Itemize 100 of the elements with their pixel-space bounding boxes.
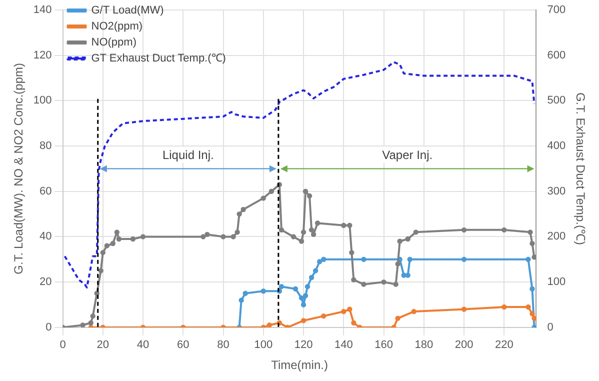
- point: [316, 259, 322, 264]
- x-tick-label: 120: [294, 339, 313, 352]
- point: [88, 320, 94, 326]
- point: [298, 295, 304, 301]
- point: [393, 282, 398, 287]
- point: [395, 316, 400, 321]
- point: [304, 284, 310, 290]
- point: [268, 188, 274, 194]
- x-axis-title: Time(min.): [271, 358, 328, 372]
- point: [278, 227, 284, 233]
- point: [347, 306, 352, 312]
- point: [308, 274, 314, 280]
- point: [361, 282, 366, 287]
- point: [80, 322, 86, 328]
- point: [405, 236, 410, 242]
- point: [260, 196, 266, 201]
- x-tick-label: 140: [334, 339, 353, 352]
- x-tick-label: 220: [494, 339, 514, 352]
- y-tick-label: 120: [33, 49, 52, 62]
- point: [204, 232, 210, 238]
- point: [94, 290, 100, 296]
- point: [530, 286, 535, 292]
- y2-tick-label: 200: [547, 230, 566, 243]
- point: [395, 261, 400, 267]
- point: [347, 222, 352, 228]
- annotation: Vaper Inj.: [382, 148, 433, 162]
- point: [140, 234, 146, 240]
- point: [461, 256, 467, 262]
- point: [98, 268, 104, 274]
- y2-tick-label: 0: [547, 321, 554, 334]
- point: [532, 254, 536, 260]
- legend-label: NO(ppm): [91, 36, 136, 49]
- point: [526, 256, 531, 262]
- point: [110, 240, 116, 246]
- point: [306, 193, 312, 199]
- point: [461, 306, 467, 312]
- y-tick-label: 80: [40, 140, 52, 152]
- y2-tick-label: 700: [547, 4, 566, 16]
- point: [302, 293, 308, 298]
- legend-label: NO2(ppm): [91, 20, 143, 33]
- point: [351, 320, 356, 326]
- point: [405, 272, 410, 278]
- x-tick-label: 180: [414, 339, 434, 352]
- point: [100, 250, 106, 256]
- y2-axis-title: G.T. Exhaust Duct Temp.(℃): [573, 92, 588, 245]
- y2-tick-label: 100: [547, 276, 566, 288]
- point: [314, 220, 320, 226]
- x-tick-label: 80: [217, 339, 230, 352]
- point: [502, 227, 507, 233]
- y2-tick-label: 600: [547, 49, 566, 62]
- point: [116, 236, 122, 242]
- point: [308, 227, 314, 233]
- point: [242, 290, 248, 296]
- point: [240, 206, 246, 212]
- point: [361, 256, 366, 262]
- point: [407, 256, 412, 262]
- point: [530, 311, 535, 316]
- y-tick-label: 0: [46, 321, 52, 334]
- point: [381, 279, 386, 285]
- point: [320, 313, 326, 319]
- point: [526, 304, 531, 310]
- y2-tick-label: 300: [547, 185, 566, 198]
- point: [312, 268, 318, 274]
- x-tick-label: 20: [96, 339, 110, 352]
- point: [114, 230, 120, 235]
- point: [238, 298, 244, 303]
- y-tick-label: 60: [40, 185, 52, 198]
- legend-label: GT Exhaust Duct Temp.(℃): [91, 52, 226, 65]
- point: [90, 313, 96, 319]
- point: [502, 304, 507, 310]
- point: [302, 188, 308, 194]
- x-tick-label: 60: [177, 339, 190, 352]
- point: [236, 211, 242, 217]
- annotation: Liquid Inj.: [162, 148, 214, 162]
- point: [200, 234, 206, 240]
- point: [300, 318, 306, 324]
- point: [397, 238, 402, 244]
- point: [528, 230, 533, 235]
- x-tick-label: 0: [60, 339, 66, 352]
- point: [461, 227, 467, 233]
- point: [351, 277, 356, 282]
- point: [300, 230, 306, 235]
- y2-tick-label: 500: [547, 94, 566, 107]
- point: [260, 288, 266, 294]
- y-tick-label: 100: [33, 94, 52, 107]
- x-tick-label: 200: [454, 339, 474, 352]
- point: [290, 234, 296, 240]
- legend-label: G/T Load(MW): [91, 4, 164, 17]
- point: [341, 222, 346, 228]
- point: [230, 234, 236, 240]
- point: [292, 286, 298, 292]
- point: [104, 243, 110, 248]
- point: [532, 316, 536, 321]
- point: [413, 230, 418, 235]
- x-tick-label: 100: [254, 339, 273, 352]
- point: [130, 236, 136, 242]
- point: [349, 250, 354, 256]
- x-tick-label: 40: [136, 339, 150, 352]
- y-tick-label: 20: [40, 276, 52, 288]
- point: [266, 322, 272, 328]
